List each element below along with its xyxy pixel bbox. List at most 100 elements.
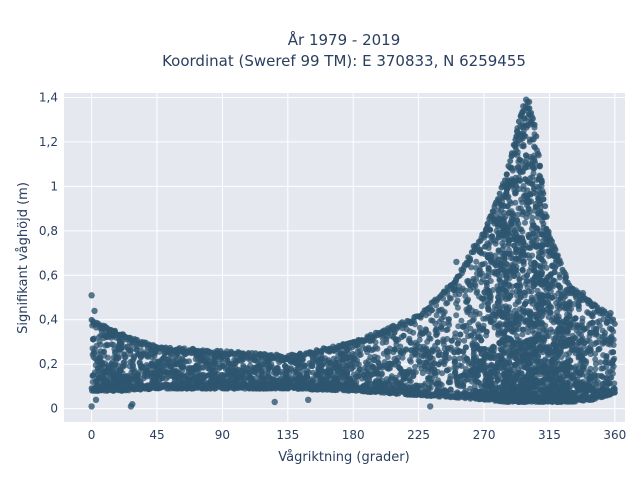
data-point [595, 333, 602, 340]
data-point [478, 279, 485, 286]
data-point [296, 372, 303, 378]
data-point [500, 370, 507, 377]
data-point [539, 237, 546, 244]
data-point [421, 382, 428, 389]
data-point [466, 282, 473, 289]
data-point [406, 384, 413, 391]
data-point [501, 364, 508, 371]
data-point [440, 359, 447, 366]
data-point [589, 319, 596, 326]
data-point [587, 351, 594, 358]
data-point [520, 326, 527, 333]
data-point [355, 373, 362, 380]
data-point [592, 360, 599, 367]
data-point [526, 288, 532, 295]
data-point [546, 248, 553, 255]
data-point [406, 328, 413, 335]
data-point [511, 389, 518, 396]
data-point [451, 364, 458, 371]
data-point [475, 372, 481, 379]
data-point [421, 352, 428, 359]
data-point [368, 371, 375, 378]
data-point [534, 287, 541, 294]
chart-title-line1: År 1979 - 2019 [288, 30, 401, 49]
data-point [436, 318, 443, 325]
data-point [472, 328, 479, 335]
data-point [455, 323, 462, 330]
data-point [576, 370, 582, 377]
data-point [514, 217, 521, 224]
data-point [517, 294, 524, 301]
data-point [485, 254, 492, 261]
data-point [160, 355, 167, 362]
data-point [597, 359, 604, 366]
data-point [573, 322, 580, 329]
data-point [531, 185, 537, 192]
data-point [603, 375, 610, 382]
data-point [459, 323, 466, 330]
data-point [416, 361, 423, 368]
data-point [545, 370, 552, 376]
data-point [518, 345, 525, 352]
data-point [90, 350, 97, 357]
data-point [592, 350, 599, 357]
data-point [549, 328, 556, 335]
data-point [567, 321, 574, 328]
data-point [186, 358, 192, 365]
data-point [513, 282, 520, 289]
data-point [532, 144, 539, 151]
data-point [124, 373, 131, 380]
data-point [585, 369, 592, 375]
data-point [316, 361, 323, 368]
data-point [441, 345, 448, 352]
data-point [126, 363, 133, 370]
data-point [610, 357, 617, 364]
data-point [472, 311, 479, 318]
data-point [496, 276, 503, 283]
data-point [522, 280, 529, 287]
data-point [492, 386, 499, 392]
data-point [527, 298, 534, 305]
data-point [531, 260, 538, 267]
data-point [563, 351, 570, 358]
chart-title-line2: Koordinat (Sweref 99 TM): E 370833, N 62… [162, 52, 526, 70]
data-point [492, 262, 499, 269]
data-point [555, 326, 562, 333]
data-point [410, 373, 417, 379]
data-point [537, 264, 544, 271]
data-point [204, 354, 211, 361]
data-point [520, 186, 527, 193]
data-point [435, 352, 442, 359]
data-point [367, 380, 374, 387]
data-point [434, 339, 441, 346]
data-point [453, 312, 460, 319]
data-point [407, 339, 414, 346]
data-point [199, 364, 206, 371]
data-point [533, 243, 540, 250]
data-point [443, 327, 450, 334]
data-point [520, 258, 527, 265]
data-point [90, 336, 96, 343]
data-point [347, 354, 354, 361]
data-point [500, 294, 507, 301]
data-point [483, 279, 490, 286]
data-point [503, 272, 510, 278]
data-point [440, 314, 447, 320]
data-point [388, 373, 395, 380]
data-point [531, 339, 538, 346]
data-point [503, 311, 510, 318]
data-point [435, 307, 442, 314]
data-point [539, 380, 546, 387]
data-point [304, 373, 311, 380]
data-point [607, 368, 614, 375]
data-point [131, 366, 137, 373]
data-point [169, 356, 176, 363]
data-point [427, 335, 434, 342]
data-point [513, 372, 520, 379]
data-point [461, 337, 468, 344]
data-point [538, 281, 545, 288]
data-point [513, 348, 520, 355]
data-point [577, 352, 584, 359]
data-point [592, 326, 599, 333]
data-point [454, 340, 461, 347]
